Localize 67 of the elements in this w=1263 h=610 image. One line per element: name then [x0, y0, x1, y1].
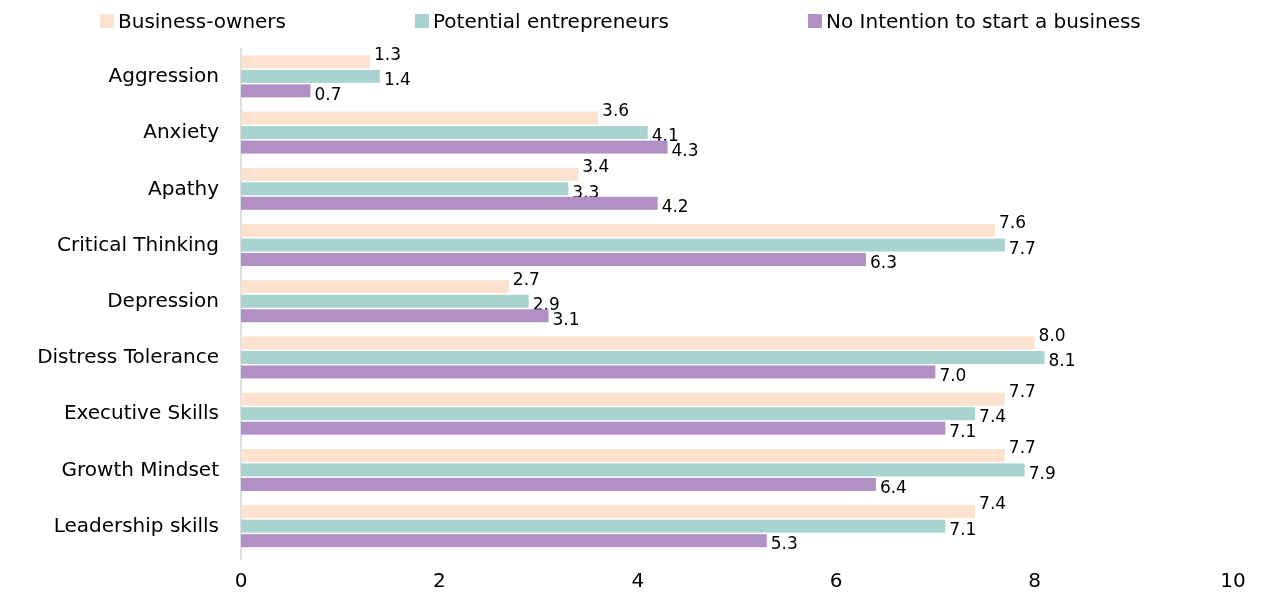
bar: [241, 407, 976, 421]
bar: [241, 336, 1035, 350]
bar: [241, 182, 569, 196]
bar: [241, 224, 995, 238]
data-label: 7.7: [1008, 237, 1036, 258]
legend-label: Potential entrepreneurs: [433, 9, 669, 33]
bar: [241, 421, 946, 435]
data-label: 7.1: [949, 518, 977, 539]
data-label: 8.0: [1038, 324, 1066, 345]
y-tick-label: Leadership skills: [53, 512, 219, 537]
data-label: 1.4: [383, 69, 411, 90]
bar: [241, 253, 866, 267]
x-tick-label: 2: [433, 568, 446, 592]
x-tick-label: 0: [234, 568, 248, 592]
legend-label: No Intention to start a business: [826, 9, 1141, 33]
bar: [241, 519, 946, 533]
data-label: 7.4: [979, 406, 1007, 427]
bar: [241, 55, 370, 69]
bar: [241, 448, 1005, 462]
data-label: 7.9: [1028, 462, 1056, 483]
data-label: 7.1: [949, 420, 977, 441]
x-tick-label: 6: [829, 568, 843, 592]
data-label: 8.1: [1048, 350, 1076, 371]
y-tick-label: Apathy: [148, 175, 220, 200]
bar: [241, 126, 648, 140]
bar: [241, 534, 767, 548]
bar: [241, 294, 529, 308]
y-tick-label: Depression: [107, 288, 219, 312]
y-tick-label: Growth Mindset: [61, 456, 220, 481]
x-tick-label: 8: [1028, 568, 1041, 592]
data-label: 1.3: [373, 43, 402, 64]
y-tick-label: Aggression: [108, 63, 219, 88]
data-label: 6.3: [869, 252, 898, 273]
legend-label: Business-owners: [118, 9, 286, 33]
data-label: 5.3: [770, 533, 798, 554]
y-tick-label: Critical Thinking: [57, 231, 219, 256]
bar: [241, 505, 976, 519]
bar: [241, 238, 1005, 252]
bar: [241, 463, 1025, 477]
data-label: 6.4: [879, 477, 907, 498]
bar: [241, 392, 1005, 406]
bar: [241, 477, 876, 491]
bar: [241, 365, 936, 379]
bar: [241, 350, 1045, 364]
bar: [241, 84, 311, 98]
data-label: 7.6: [998, 212, 1026, 233]
bar: [241, 280, 509, 294]
data-label: 7.7: [1008, 437, 1036, 458]
data-label: 4.2: [661, 196, 689, 217]
data-label: 3.6: [602, 99, 630, 120]
x-tick-label: 4: [631, 568, 645, 592]
data-label: 7.4: [979, 493, 1007, 514]
data-label: 7.7: [1008, 380, 1036, 401]
bar: [241, 140, 668, 154]
bar: [241, 111, 599, 125]
y-tick-label: Executive Skills: [63, 400, 219, 425]
data-label: 7.0: [939, 364, 967, 385]
bar: [241, 167, 579, 181]
bar: [241, 309, 549, 323]
bar: [241, 69, 380, 83]
x-tick-label: 10: [1220, 568, 1246, 592]
y-tick-label: Anxiety: [143, 119, 220, 144]
data-label: 2.7: [512, 268, 540, 289]
data-label: 0.7: [314, 83, 342, 104]
data-label: 3.4: [582, 156, 610, 177]
bar: [241, 196, 658, 210]
y-tick-label: Distress Tolerance: [37, 344, 219, 369]
